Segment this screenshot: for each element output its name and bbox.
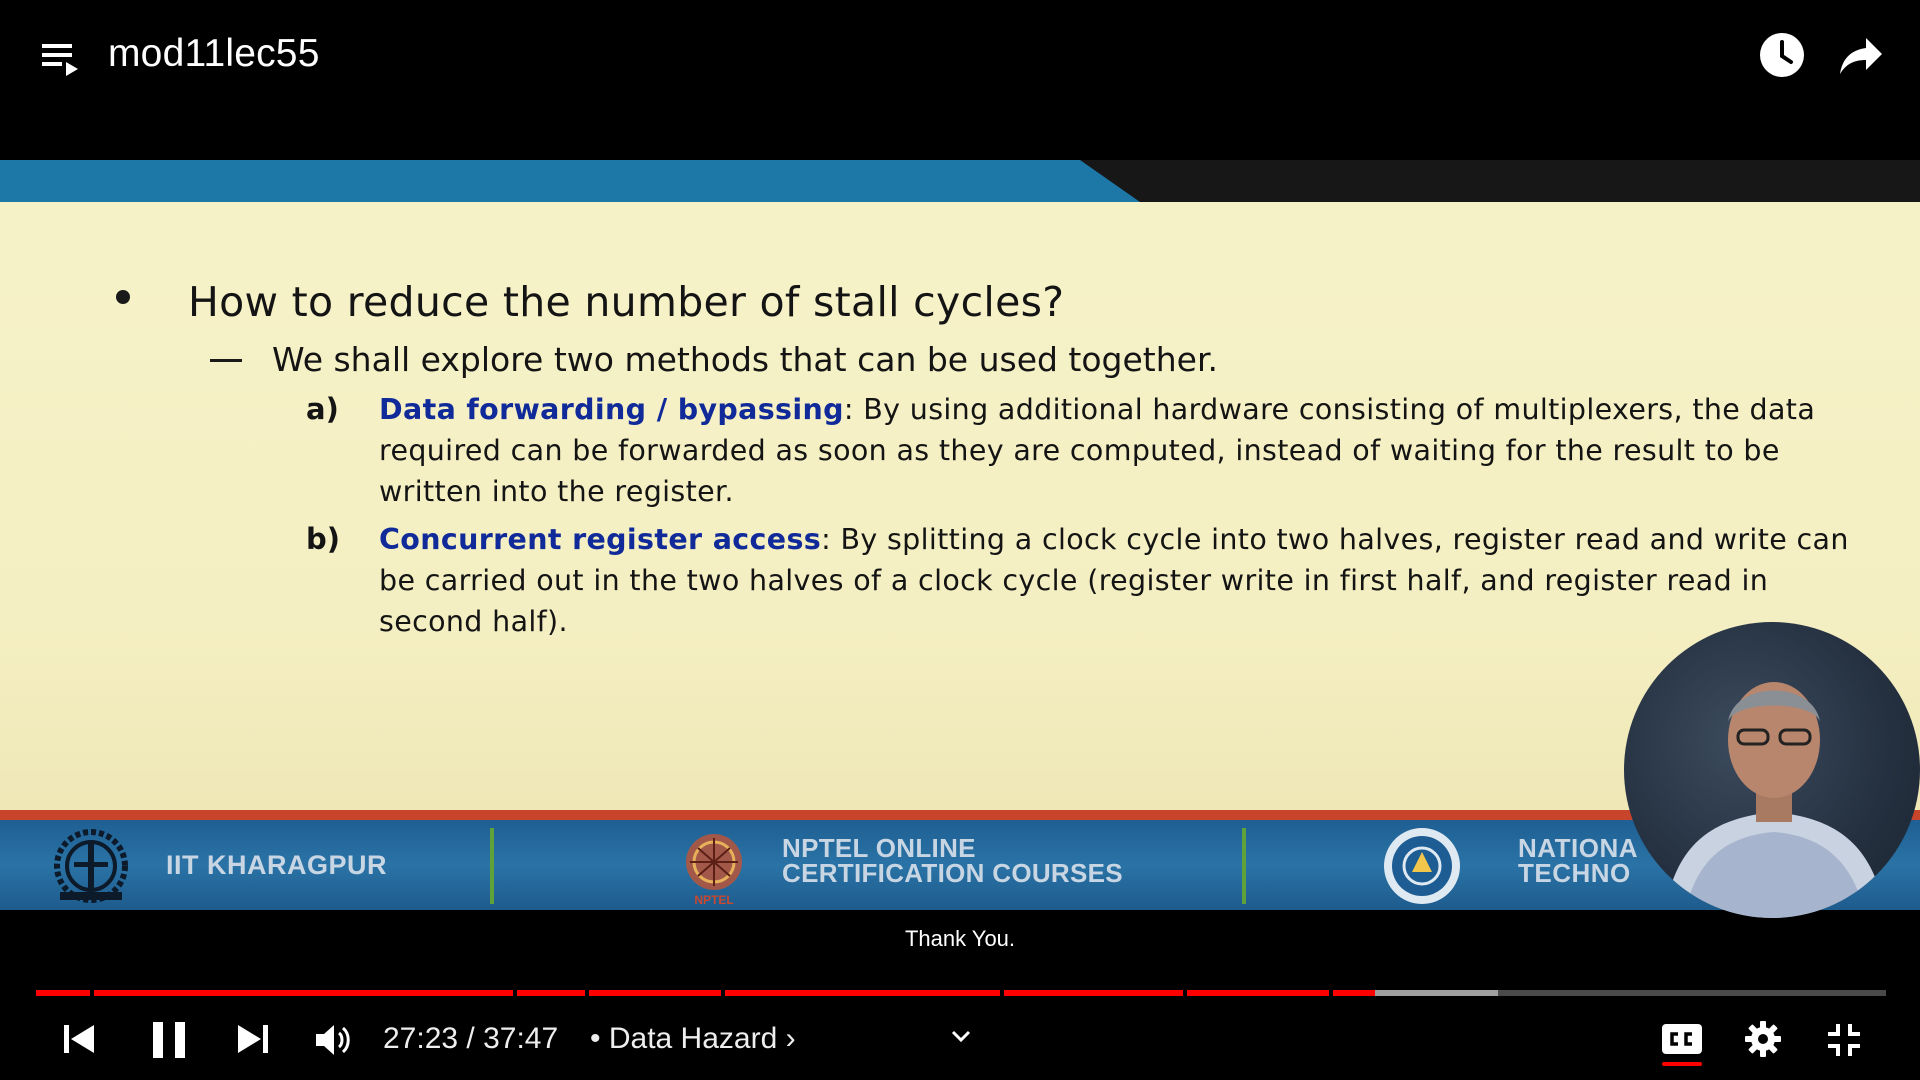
- chapter-marker: [1183, 990, 1187, 996]
- chapter-marker: [1000, 990, 1004, 996]
- pause-icon[interactable]: [150, 1020, 188, 1060]
- share-icon[interactable]: [1836, 30, 1886, 80]
- footer-divider: [490, 828, 494, 904]
- video-title[interactable]: mod11lec55: [108, 32, 320, 75]
- top-bar: mod11lec55: [0, 0, 1920, 110]
- item-a-label: a): [306, 392, 339, 426]
- presenter-video: [1624, 622, 1920, 918]
- slide-footer: IIT KHARAGPUR NPTEL NPTEL ONLINE CERTIFI…: [0, 820, 1920, 910]
- nit-text: NATIONA TECHNO: [1518, 833, 1639, 888]
- chapter-marker: [585, 990, 589, 996]
- time-display: 27:23 / 37:47: [383, 1022, 559, 1055]
- nptel-line-1: NPTEL ONLINE: [782, 833, 976, 863]
- bullet-icon: [116, 290, 130, 304]
- next-icon[interactable]: [236, 1022, 270, 1056]
- item-b-term: Concurrent register access: [379, 523, 822, 556]
- slide-header-band: [0, 160, 1920, 202]
- chevron-right-icon: ›: [785, 1022, 796, 1055]
- chapter-marker: [1329, 990, 1333, 996]
- control-bar: 27:23 / 37:47 • Data Hazard ›: [0, 1010, 1920, 1080]
- chapter-marker: [721, 990, 725, 996]
- nptel-logo: NPTEL: [686, 834, 742, 906]
- captions-icon[interactable]: [1660, 1022, 1704, 1056]
- iit-kharagpur-logo: [54, 829, 128, 903]
- item-a-body: : By using additional hardware consistin…: [379, 393, 1816, 508]
- nit-line-2: TECHNO: [1518, 858, 1631, 888]
- nptel-line-2: CERTIFICATION COURSES: [782, 858, 1123, 888]
- video-frame[interactable]: How to reduce the number of stall cycles…: [0, 160, 1920, 920]
- item-b-body: : By splitting a clock cycle into two ha…: [379, 523, 1849, 638]
- lecture-slide: How to reduce the number of stall cycles…: [0, 202, 1920, 810]
- item-b-text: Concurrent register access: By splitting…: [379, 519, 1879, 642]
- presenter-silhouette-icon: [1664, 682, 1886, 918]
- settings-icon[interactable]: [1744, 1020, 1782, 1058]
- footer-divider: [1242, 828, 1246, 904]
- volume-icon[interactable]: [314, 1022, 352, 1058]
- slide-footer-stripe: [0, 810, 1920, 820]
- chapter-marker: [513, 990, 517, 996]
- nit-line-1: NATIONA: [1518, 833, 1639, 863]
- nit-logo: [1384, 828, 1460, 904]
- item-a-term: Data forwarding / bypassing: [379, 393, 844, 426]
- dash-icon: [210, 359, 242, 362]
- watch-later-icon[interactable]: [1758, 31, 1806, 79]
- nptel-logo-text: NPTEL: [694, 893, 733, 906]
- chapter-title[interactable]: • Data Hazard ›: [590, 1022, 796, 1056]
- progress-bar[interactable]: [36, 990, 1886, 996]
- iit-kharagpur-text: IIT KHARAGPUR: [166, 850, 387, 880]
- slide-sub-point: We shall explore two methods that can be…: [272, 340, 1218, 379]
- slide-heading: How to reduce the number of stall cycles…: [188, 278, 1065, 326]
- nptel-text: NPTEL ONLINE CERTIFICATION COURSES: [782, 833, 1123, 888]
- previous-icon[interactable]: [62, 1022, 96, 1056]
- exit-fullscreen-icon[interactable]: [1826, 1022, 1862, 1058]
- item-b-label: b): [306, 522, 341, 556]
- chapter-marker: [90, 990, 94, 996]
- item-a-text: Data forwarding / bypassing: By using ad…: [379, 389, 1879, 512]
- progress-played: [36, 990, 1375, 996]
- chevron-down-icon[interactable]: [950, 1028, 972, 1044]
- subtitle-caption: Thank You.: [904, 926, 1016, 951]
- playlist-icon[interactable]: [40, 38, 84, 82]
- captions-active-indicator: [1662, 1062, 1702, 1066]
- chapter-name: • Data Hazard: [590, 1022, 778, 1055]
